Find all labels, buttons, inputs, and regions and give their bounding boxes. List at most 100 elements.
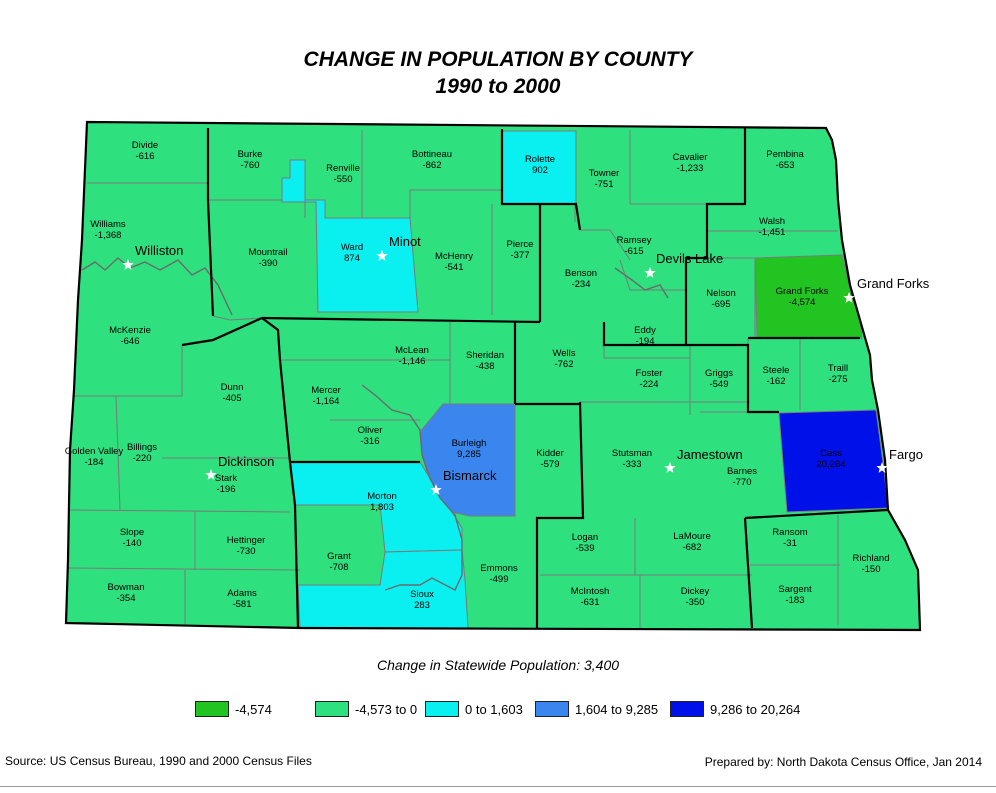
county-value-wells: -762 [554, 359, 573, 370]
county-value-mclean: -1,146 [399, 356, 426, 367]
county-name-traill: Traill [828, 363, 848, 374]
county-value-sheridan: -438 [475, 361, 494, 372]
county-name-wells: Wells [552, 348, 575, 359]
county-name-mckenzie: McKenzie [109, 325, 151, 336]
county-value-richland: -150 [861, 564, 880, 575]
county-value-bottineau: -862 [422, 160, 441, 171]
county-value-oliver: -316 [360, 436, 379, 447]
map-title: CHANGE IN POPULATION BY COUNTY [303, 48, 693, 71]
county-value-eddy: -194 [635, 336, 654, 347]
county-value-pierce: -377 [510, 250, 529, 261]
city-star-icon-devils-lake [644, 267, 656, 278]
county-name-steele: Steele [763, 365, 790, 376]
county-name-hettinger: Hettinger [227, 535, 266, 546]
county-name-walsh: Walsh [759, 216, 785, 227]
city-label-bismarck: Bismarck [443, 468, 497, 483]
county-name-dickey: Dickey [681, 586, 710, 597]
county-name-towner: Towner [589, 168, 620, 179]
county-fill-morton [289, 461, 463, 553]
county-name-sheridan: Sheridan [466, 350, 504, 361]
county-value-kidder: -579 [540, 459, 559, 470]
county-value-pembina: -653 [775, 160, 794, 171]
county-name-nelson: Nelson [706, 288, 736, 299]
county-labels: Divide-616 Burke-760 Renville-550 Bottineau… [65, 140, 890, 611]
county-value-barnes: -770 [732, 477, 751, 488]
legend-label: 9,286 to 20,264 [710, 701, 801, 717]
county-name-pierce: Pierce [507, 239, 534, 250]
county-name-benson: Benson [565, 268, 597, 279]
county-value-foster: -224 [639, 379, 658, 390]
county-name-cass: Cass [820, 448, 842, 459]
county-name-stark: Stark [215, 473, 237, 484]
county-value-dickey: -350 [685, 597, 704, 608]
city-star-icon-minot [376, 250, 388, 261]
missouri-river [81, 257, 233, 316]
county-value-emmons: -499 [489, 574, 508, 585]
county-value-mcintosh: -631 [580, 597, 599, 608]
county-value-walsh: -1,451 [759, 227, 786, 238]
missouri-river-south [361, 384, 463, 591]
county-name-mountrail: Mountrail [248, 247, 287, 258]
county-name-oliver: Oliver [358, 425, 383, 436]
county-value-griggs: -549 [709, 379, 728, 390]
county-value-burleigh: 9,285 [457, 449, 481, 460]
statewide-change: Change in Statewide Population: 3,400 [376, 657, 620, 673]
city-star-icon-dickinson [205, 469, 217, 480]
county-name-griggs: Griggs [705, 368, 733, 379]
county-name-kidder: Kidder [536, 448, 563, 459]
county-name-sargent: Sargent [778, 584, 812, 595]
county-value-dunn: -405 [222, 393, 241, 404]
legend-swatch [670, 701, 704, 717]
county-value-logan: -539 [575, 543, 594, 554]
county-value-ransom: -31 [783, 538, 797, 549]
county-value-lamoure: -682 [682, 542, 701, 553]
map-subtitle: 1990 to 2000 [435, 75, 561, 98]
state-fill [66, 122, 920, 630]
county-value-slope: -140 [122, 538, 141, 549]
county-name-bowman: Bowman [108, 582, 145, 593]
city-label-williston: Williston [135, 243, 183, 258]
county-value-divide: -616 [135, 151, 154, 162]
county-value-mountrail: -390 [258, 258, 277, 269]
city-star-icon-williston [122, 259, 134, 270]
legend-label: 1,604 to 9,285 [575, 701, 659, 717]
legend-label: -4,574 [235, 701, 272, 717]
county-value-hettinger: -730 [236, 546, 255, 557]
county-value-mckenzie: -646 [120, 336, 139, 347]
state-outline [64, 120, 922, 632]
legend-item: -4,573 to 0 [315, 698, 417, 720]
county-name-foster: Foster [636, 368, 663, 379]
county-value-golden-valley: -184 [84, 457, 103, 468]
county-name-sioux: Sioux [410, 589, 434, 600]
legend-swatch [425, 701, 459, 717]
county-name-rolette: Rolette [525, 154, 555, 165]
legend-item: -4,574 [195, 698, 272, 720]
county-value-cass: 20,264 [816, 459, 845, 470]
legend-label: -4,573 to 0 [355, 701, 418, 717]
county-name-mcintosh: McIntosh [571, 586, 610, 597]
county-name-slope: Slope [120, 527, 144, 538]
county-boundaries [67, 130, 840, 628]
county-value-williams: -1,368 [95, 230, 122, 241]
county-name-ramsey: Ramsey [617, 235, 652, 246]
city-star-icon-bismarck [430, 484, 442, 495]
source-note: Source: US Census Bureau, 1990 and 2000 … [5, 754, 312, 768]
county-name-divide: Divide [132, 140, 158, 151]
county-value-traill: -275 [828, 374, 847, 385]
county-name-bottineau: Bottineau [412, 149, 452, 160]
county-value-steele: -162 [766, 376, 785, 387]
legend-label: 0 to 1,603 [465, 701, 523, 717]
county-value-bowman: -354 [116, 593, 135, 604]
city-star-icon-fargo [876, 462, 888, 473]
legend-swatch [535, 701, 569, 717]
county-value-sargent: -183 [785, 595, 804, 606]
county-value-grant: -708 [329, 562, 348, 573]
city-label-grand-forks: Grand Forks [857, 276, 930, 291]
prepared-note: Prepared by: North Dakota Census Office,… [704, 755, 982, 769]
county-name-barnes: Barnes [727, 466, 757, 477]
city-label-minot: Minot [389, 234, 421, 249]
legend-swatch [195, 701, 229, 717]
county-value-burke: -760 [240, 160, 259, 171]
county-name-grand-forks: Grand Forks [776, 286, 829, 297]
